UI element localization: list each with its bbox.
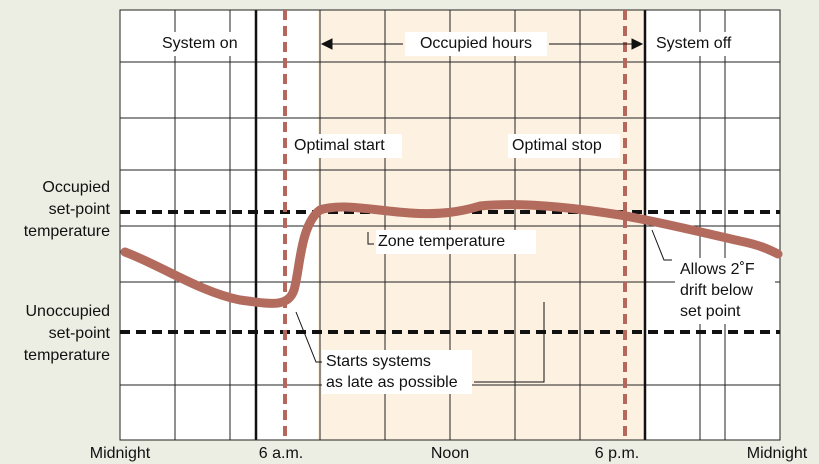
annotation: Starts systems — [326, 353, 431, 370]
arrows — [295, 38, 672, 383]
zone-temperature-curve — [120, 200, 783, 308]
y-label: temperature — [24, 223, 110, 240]
x-label: Midnight — [90, 445, 151, 462]
annotation: Zone temperature — [378, 233, 505, 250]
annotation: set point — [680, 303, 741, 320]
label: Optimal stop — [512, 137, 602, 154]
x-label: 6 a.m. — [259, 445, 303, 462]
annotation: Allows 2˚F — [680, 261, 755, 278]
label: System on — [162, 35, 238, 52]
x-label: 6 p.m. — [595, 445, 639, 462]
y-label: set-point — [49, 325, 111, 342]
label: Optimal start — [294, 137, 385, 154]
label: Occupied hours — [420, 35, 532, 52]
y-label: temperature — [24, 347, 110, 364]
annotation: drift below — [680, 282, 753, 299]
x-label: Midnight — [747, 445, 808, 462]
y-label: Occupied — [42, 179, 110, 196]
x-label: Noon — [431, 445, 469, 462]
annotation: as late as possible — [326, 374, 458, 391]
labels — [150, 32, 775, 394]
y-label: set-point — [49, 201, 111, 218]
y-label: Unoccupied — [26, 303, 111, 320]
label: System off — [656, 35, 732, 52]
